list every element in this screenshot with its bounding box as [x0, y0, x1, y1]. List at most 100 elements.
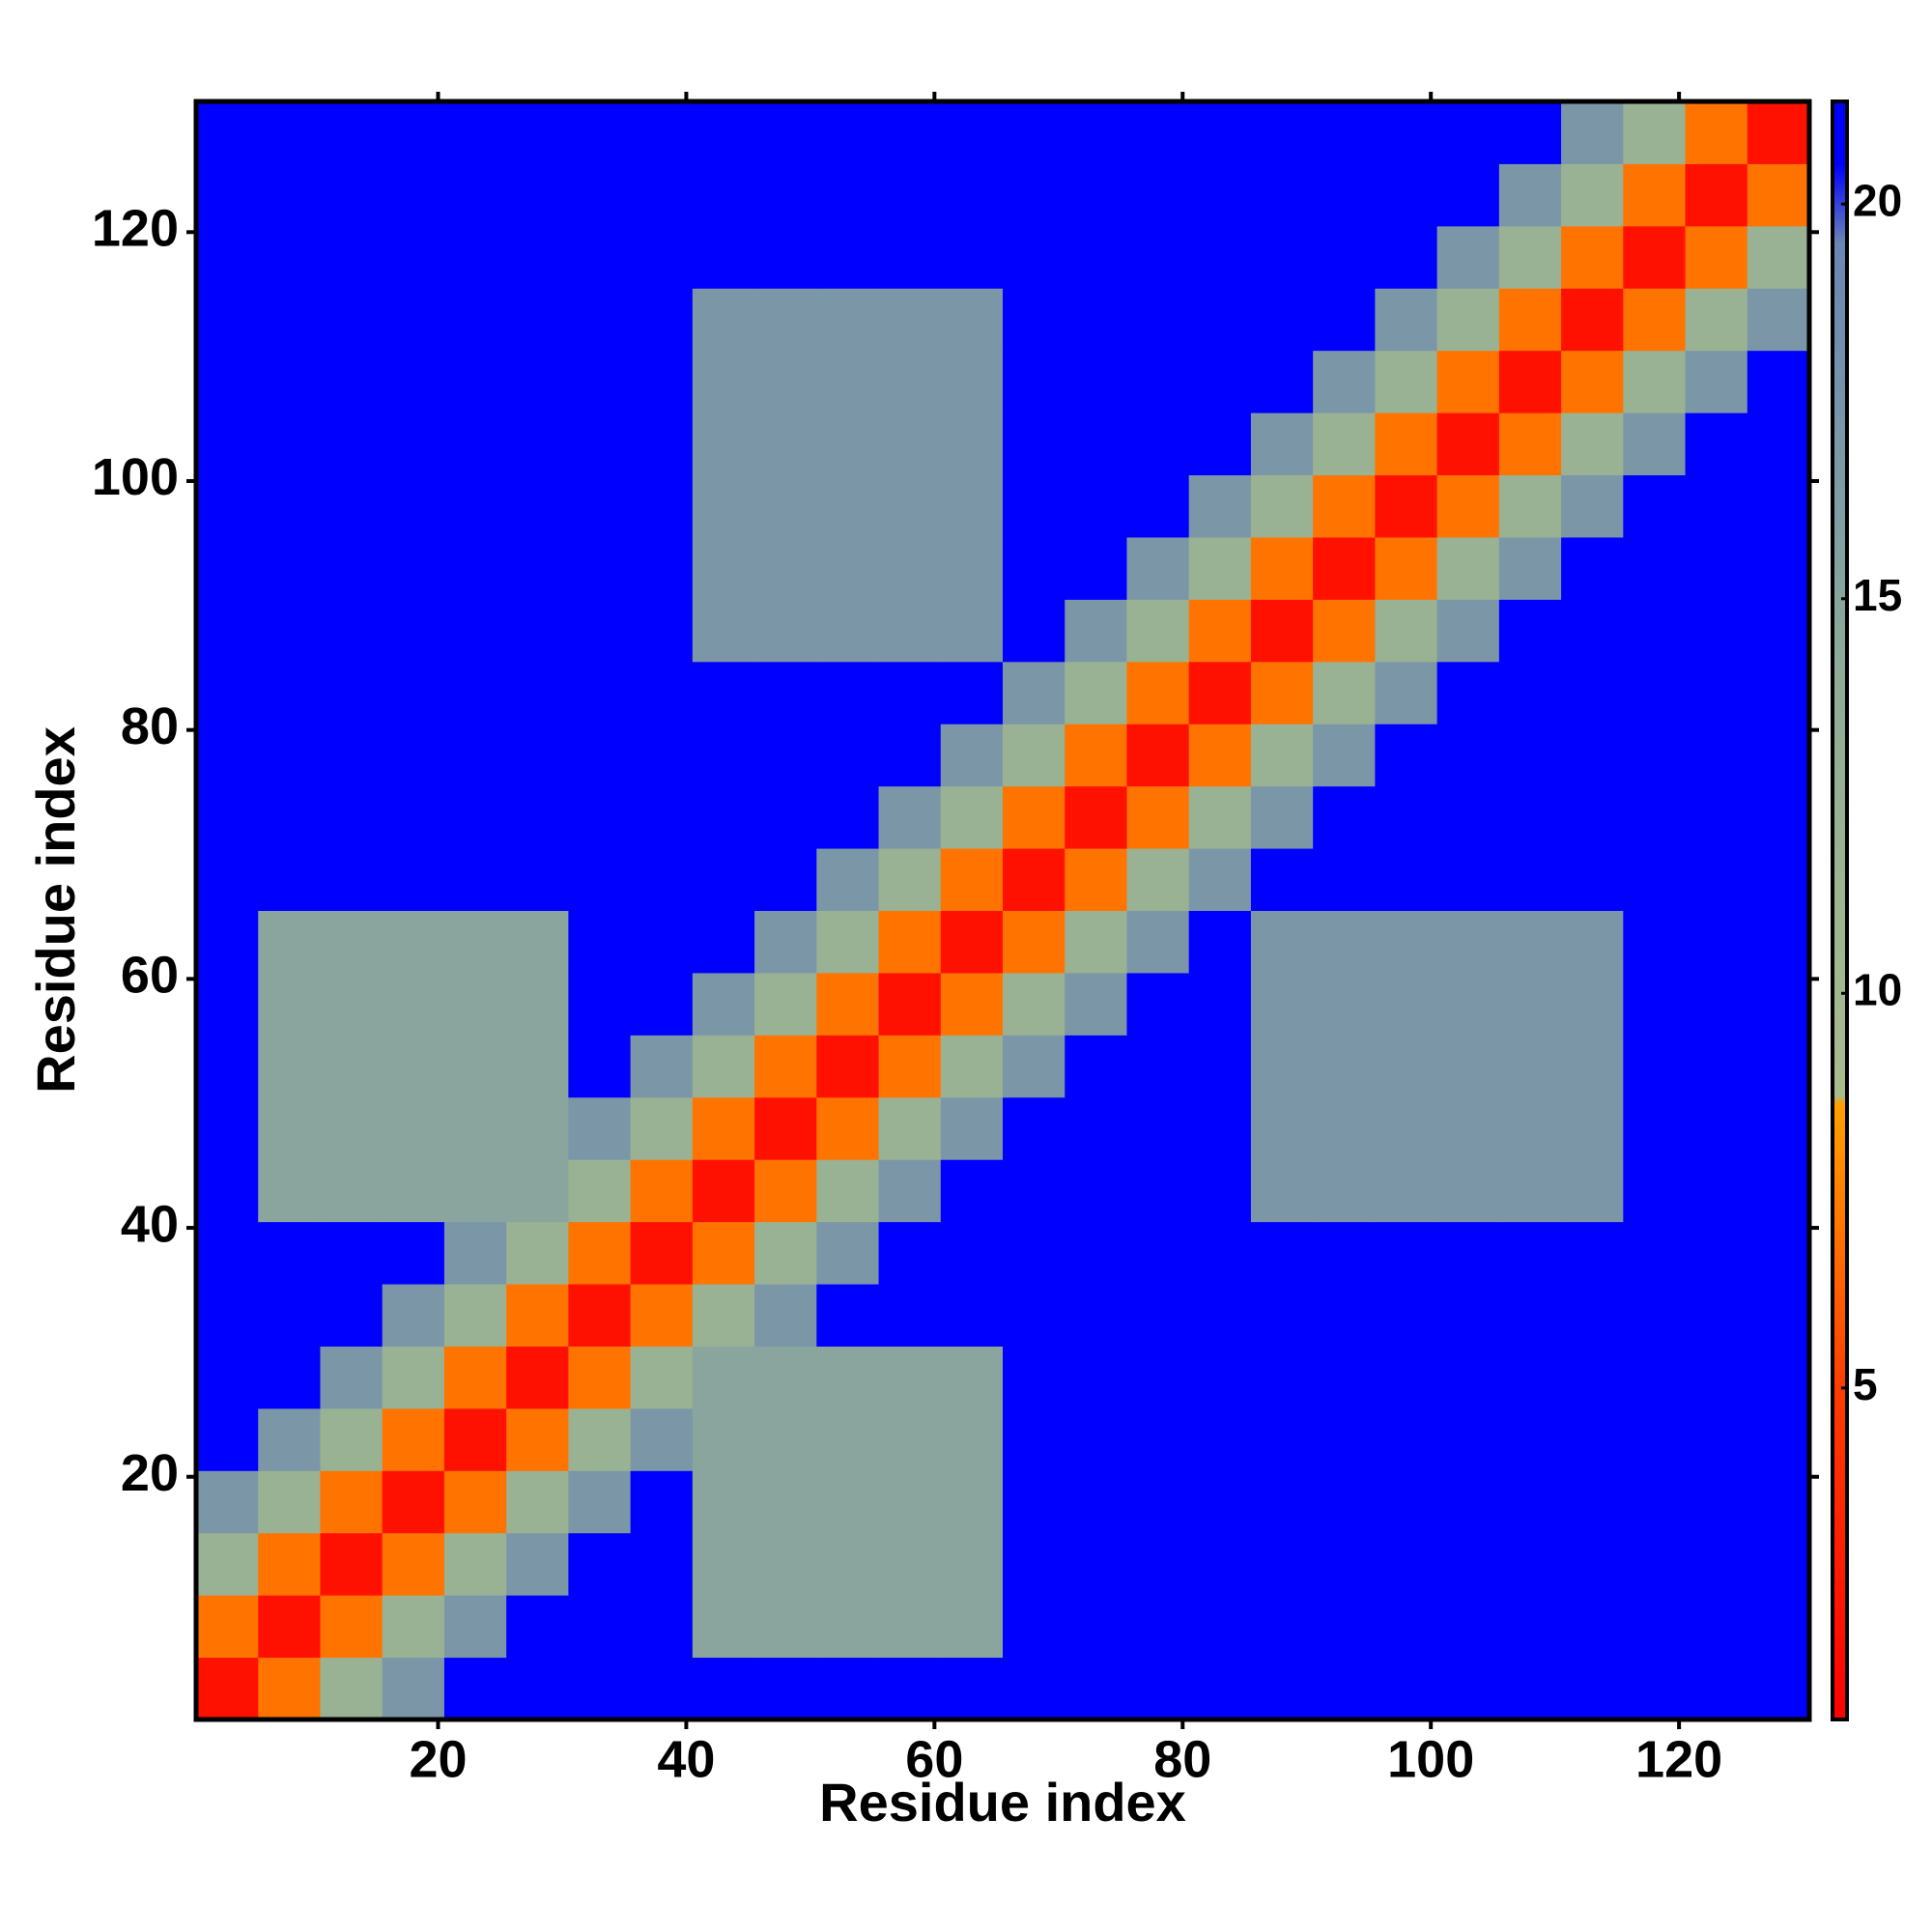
heatmap-cell — [1250, 1159, 1314, 1223]
heatmap-cell — [196, 1035, 259, 1098]
heatmap-cell — [1436, 474, 1500, 538]
heatmap-cell — [878, 972, 942, 1036]
heatmap-cell — [506, 724, 569, 787]
heatmap-cell — [630, 1096, 694, 1160]
heatmap-cell — [816, 163, 880, 227]
heatmap-cell — [1003, 724, 1065, 787]
heatmap-cell — [1623, 1221, 1687, 1285]
heatmap-cell — [196, 288, 259, 352]
heatmap-cell — [1126, 1221, 1190, 1285]
heatmap-cell — [568, 1096, 632, 1160]
heatmap-cell — [258, 225, 321, 289]
heatmap-cell — [320, 910, 384, 974]
heatmap-cell — [258, 1284, 321, 1347]
heatmap-cell — [443, 1035, 507, 1098]
heatmap-cell — [1250, 599, 1314, 663]
heatmap-cell — [382, 1470, 445, 1534]
heatmap-cell — [258, 1035, 321, 1098]
heatmap-cell — [1375, 1532, 1438, 1596]
heatmap-cell — [1313, 1532, 1376, 1596]
heatmap-cell — [382, 412, 445, 476]
heatmap-cell — [692, 1159, 755, 1223]
heatmap-cell — [1375, 1284, 1438, 1347]
heatmap-cell — [506, 225, 569, 289]
heatmap-cell — [940, 661, 1004, 724]
heatmap-cell — [196, 1532, 259, 1596]
heatmap-cell — [1003, 1096, 1065, 1160]
heatmap-cell — [1250, 1657, 1314, 1720]
heatmap-cell — [506, 848, 569, 911]
heatmap-cell — [878, 1657, 942, 1720]
heatmap-cell — [1498, 412, 1562, 476]
heatmap-cell — [506, 350, 569, 413]
heatmap-cell — [1747, 101, 1810, 164]
heatmap-cell — [1250, 1096, 1314, 1160]
heatmap-cell — [258, 910, 321, 974]
heatmap-cell — [630, 785, 694, 849]
heatmap-cell — [443, 288, 507, 352]
heatmap-cell — [1747, 1407, 1810, 1471]
y-tick-label: 80 — [121, 697, 179, 755]
heatmap-cell — [816, 1096, 880, 1160]
heatmap-cell — [1498, 1346, 1562, 1409]
heatmap-cell — [1436, 101, 1500, 164]
heatmap-cell — [1623, 1035, 1687, 1098]
heatmap-cell — [692, 972, 755, 1036]
heatmap-cell — [754, 661, 817, 724]
heatmap-cell — [1747, 1159, 1810, 1223]
heatmap-cell — [630, 972, 694, 1036]
heatmap-cell — [382, 724, 445, 787]
heatmap-cell — [1250, 972, 1314, 1036]
heatmap-cell — [506, 1346, 569, 1409]
heatmap-cell — [692, 536, 755, 600]
heatmap-cell — [568, 1407, 632, 1471]
heatmap-cell — [1498, 599, 1562, 663]
heatmap-cell — [1375, 910, 1438, 974]
heatmap-cell — [1250, 163, 1314, 227]
heatmap-cell — [1003, 225, 1065, 289]
heatmap-cell — [1065, 1159, 1127, 1223]
heatmap-cell — [816, 101, 880, 164]
heatmap-cell — [506, 474, 569, 538]
heatmap-cell — [1188, 1221, 1252, 1285]
heatmap-cell — [816, 1159, 880, 1223]
heatmap-cell — [1188, 910, 1252, 974]
heatmap-cell — [568, 1470, 632, 1534]
heatmap-cell — [1561, 1346, 1624, 1409]
heatmap-cell — [196, 1407, 259, 1471]
heatmap-cell — [1065, 1657, 1127, 1720]
heatmap-cell — [196, 101, 259, 164]
heatmap-cell — [754, 288, 817, 352]
heatmap-cell — [196, 1470, 259, 1534]
heatmap-cell — [1498, 101, 1562, 164]
heatmap-cell — [1561, 1159, 1624, 1223]
heatmap-cell — [1126, 1346, 1190, 1409]
heatmap-cell — [1065, 101, 1127, 164]
heatmap-cell — [754, 1407, 817, 1471]
heatmap-cell — [568, 350, 632, 413]
heatmap-cell — [754, 536, 817, 600]
heatmap-cell — [878, 1159, 942, 1223]
heatmap-cell — [1065, 599, 1127, 663]
heatmap-cell — [1623, 536, 1687, 600]
heatmap-cell — [1003, 972, 1065, 1036]
heatmap-cell — [940, 724, 1004, 787]
heatmap-cell — [320, 350, 384, 413]
heatmap-cell — [506, 661, 569, 724]
heatmap-cell — [506, 288, 569, 352]
heatmap-cell — [258, 288, 321, 352]
heatmap-cell — [1685, 1284, 1748, 1347]
heatmap-cell — [1126, 661, 1190, 724]
heatmap-cell — [630, 288, 694, 352]
heatmap-cell — [1065, 848, 1127, 911]
heatmap-cell — [754, 785, 817, 849]
heatmap-cell — [1250, 848, 1314, 911]
heatmap-cell — [320, 412, 384, 476]
heatmap-cell — [1313, 1221, 1376, 1285]
heatmap-cell — [196, 1346, 259, 1409]
colorbar-tick-label: 20 — [1853, 175, 1902, 225]
heatmap-cell — [1498, 724, 1562, 787]
heatmap-cell — [1623, 848, 1687, 911]
heatmap-cell — [1065, 1284, 1127, 1347]
heatmap-cell — [1065, 1532, 1127, 1596]
